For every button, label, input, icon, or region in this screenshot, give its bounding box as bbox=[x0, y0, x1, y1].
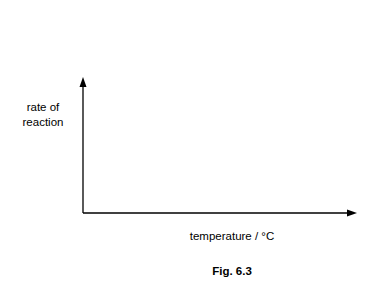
y-axis bbox=[82, 85, 83, 213]
x-axis-label: temperature / °C bbox=[190, 230, 275, 242]
x-axis bbox=[83, 212, 349, 213]
figure-caption: Fig. 6.3 bbox=[212, 265, 252, 277]
axes bbox=[80, 77, 358, 217]
y-axis-label: reaction bbox=[23, 116, 64, 128]
x-axis-arrow bbox=[347, 210, 357, 217]
y-axis-arrow bbox=[80, 77, 87, 87]
y-axis-label: rate of bbox=[27, 101, 60, 113]
chart: rate of reaction temperature / °C Fig. 6.3 bbox=[0, 0, 375, 298]
y-axis-label-group: rate of reaction bbox=[23, 101, 64, 128]
